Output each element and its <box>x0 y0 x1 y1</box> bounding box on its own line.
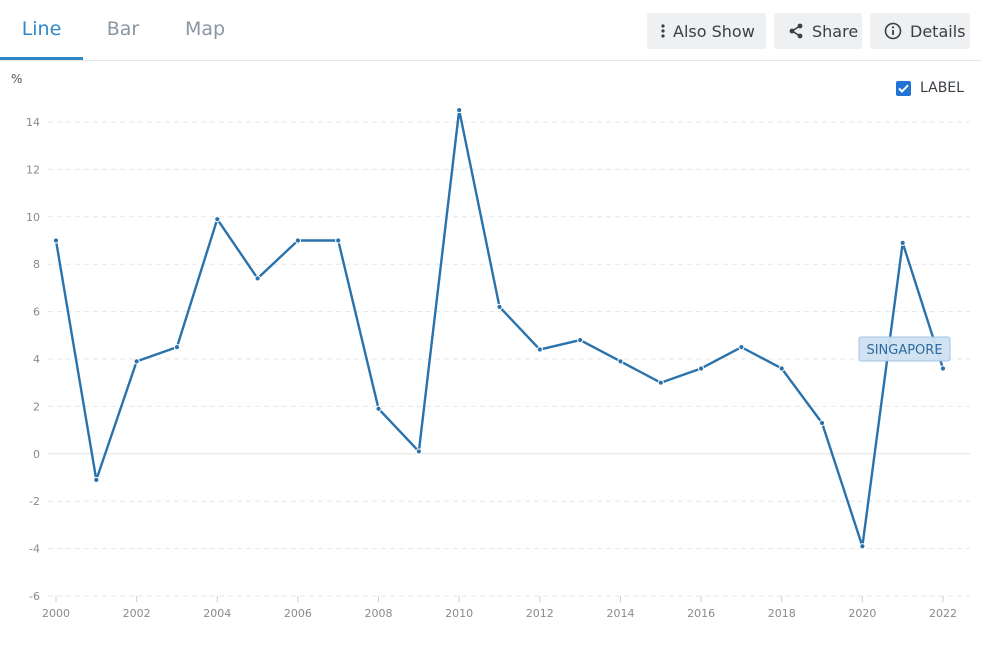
data-point <box>778 365 785 372</box>
x-tick-label: 2002 <box>123 607 151 620</box>
data-point <box>133 358 140 365</box>
data-point <box>335 237 342 244</box>
y-tick-label: 0 <box>33 448 40 461</box>
tab-line[interactable]: Line <box>21 18 62 40</box>
data-point <box>657 379 664 386</box>
data-point <box>899 239 906 246</box>
y-tick-label: -2 <box>29 495 40 508</box>
x-tick-label: 2012 <box>526 607 554 620</box>
tab-map[interactable]: Map <box>184 18 226 40</box>
data-point <box>818 419 826 427</box>
data-point <box>577 336 584 344</box>
y-tick-label: 10 <box>26 211 40 224</box>
data-point <box>375 405 382 412</box>
y-tick-label: 8 <box>33 258 40 271</box>
x-tick-label: 2008 <box>365 607 393 620</box>
series-label-box <box>858 336 951 362</box>
more-vertical-icon <box>661 24 665 38</box>
data-point <box>617 358 624 365</box>
x-tick-label: 2006 <box>284 607 312 620</box>
checkmark-icon <box>898 84 909 93</box>
x-tick-label: 2014 <box>606 607 634 620</box>
also-show-button[interactable]: Also Show <box>647 13 766 49</box>
data-point <box>859 543 866 550</box>
share-button[interactable]: Share <box>774 13 862 49</box>
x-tick-label: 2004 <box>203 607 231 620</box>
series-label: SINGAPORE <box>866 343 942 358</box>
view-tabs: Line Bar Map Also Show Share <box>0 0 981 61</box>
y-axis-unit: % <box>11 72 23 86</box>
share-icon <box>788 23 804 39</box>
data-point <box>173 344 181 351</box>
x-tick-label: 2020 <box>848 607 876 620</box>
also-show-label: Also Show <box>673 21 755 41</box>
y-tick-label: -4 <box>29 543 40 556</box>
y-tick-label: 6 <box>33 306 40 319</box>
label-toggle[interactable]: LABEL <box>896 78 964 98</box>
x-tick-label: 2022 <box>929 607 957 620</box>
tab-bar[interactable]: Bar <box>106 18 140 40</box>
data-point <box>214 216 221 223</box>
y-tick-label: 14 <box>26 116 40 129</box>
x-tick-label: 2018 <box>768 607 796 620</box>
label-checkbox[interactable] <box>896 80 911 96</box>
y-tick-label: 2 <box>33 400 40 413</box>
share-label: Share <box>812 21 859 41</box>
data-point <box>536 346 543 353</box>
details-button[interactable]: Details <box>870 13 970 49</box>
info-icon <box>884 22 902 40</box>
series-line <box>54 108 945 548</box>
data-point <box>456 107 463 114</box>
data-point <box>254 275 261 282</box>
data-point <box>738 344 745 351</box>
data-point <box>496 303 503 310</box>
data-point <box>294 237 302 244</box>
data-point <box>93 476 100 483</box>
data-point <box>697 365 705 372</box>
label-toggle-text: LABEL <box>920 80 964 96</box>
x-tick-label: 2016 <box>687 607 715 620</box>
y-tick-label: -6 <box>29 590 40 603</box>
active-tab-indicator <box>0 57 83 60</box>
data-point <box>939 365 947 372</box>
data-point <box>415 448 422 455</box>
x-tick-label: 2000 <box>42 607 70 620</box>
details-label: Details <box>910 21 966 41</box>
data-point <box>52 237 60 244</box>
y-tick-label: 4 <box>33 353 40 366</box>
y-tick-label: 12 <box>26 163 40 176</box>
x-tick-label: 2010 <box>445 607 473 620</box>
line-chart: -6 -4 -2 0 2 4 6 8 10 12 14 2000 2002 2004 2006 2008 201… <box>26 107 970 620</box>
